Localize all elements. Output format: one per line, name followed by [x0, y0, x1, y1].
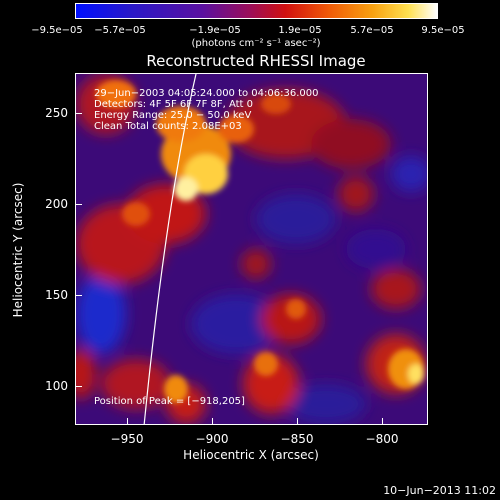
y-tick-mark [75, 204, 82, 205]
peak-position-label: Position of Peak = [−918,205] [94, 396, 245, 407]
y-tick-label: 100 [45, 379, 68, 393]
solar-limb-line [143, 74, 197, 424]
x-tick-mark [127, 418, 128, 425]
colorbar [75, 3, 438, 19]
y-tick-label: 200 [45, 197, 68, 211]
colorbar-units: (photons cm⁻² s⁻¹ asec⁻²) [191, 38, 321, 49]
colorbar-tick-label: 1.9e−05 [278, 25, 322, 36]
x-axis-title: Heliocentric X (arcsec) [183, 448, 319, 462]
colorbar-tick-label: 5.7e−05 [350, 25, 394, 36]
x-tick-label: −850 [280, 432, 314, 446]
y-tick-label: 150 [45, 288, 68, 302]
x-tick-mark [212, 418, 213, 425]
info-line-time: 29−Jun−2003 04:05:24.000 to 04:06:36.000 [94, 88, 319, 99]
y-tick-mark [75, 295, 82, 296]
colorbar-tick-label: −5.7e−05 [94, 25, 146, 36]
reconstructed-image [76, 74, 427, 424]
info-line-detectors: Detectors: 4F 5F 6F 7F 8F, Att 0 [94, 99, 254, 110]
y-tick-mark [75, 113, 82, 114]
info-line-counts: Clean Total counts: 2.08E+03 [94, 121, 242, 132]
x-tick-mark [382, 418, 383, 425]
x-tick-label: −900 [195, 432, 229, 446]
image-plot-area: 29−Jun−2003 04:05:24.000 to 04:06:36.000… [75, 73, 428, 425]
x-tick-label: −950 [110, 432, 144, 446]
colorbar-tick-label: −9.5e−05 [31, 25, 83, 36]
x-tick-mark [297, 418, 298, 425]
y-axis-title: Heliocentric Y (arcsec) [11, 182, 25, 318]
plot-title: Reconstructed RHESSI Image [146, 52, 366, 70]
y-tick-label: 250 [45, 106, 68, 120]
colorbar-tick-label: −1.9e−05 [189, 25, 241, 36]
x-tick-label: −800 [365, 432, 399, 446]
colorbar-tick-label: 9.5e−05 [421, 25, 465, 36]
y-tick-mark [75, 386, 82, 387]
info-line-energy: Energy Range: 25.0 − 50.0 keV [94, 110, 252, 121]
generation-timestamp: 10−Jun−2013 11:02 [383, 484, 496, 497]
